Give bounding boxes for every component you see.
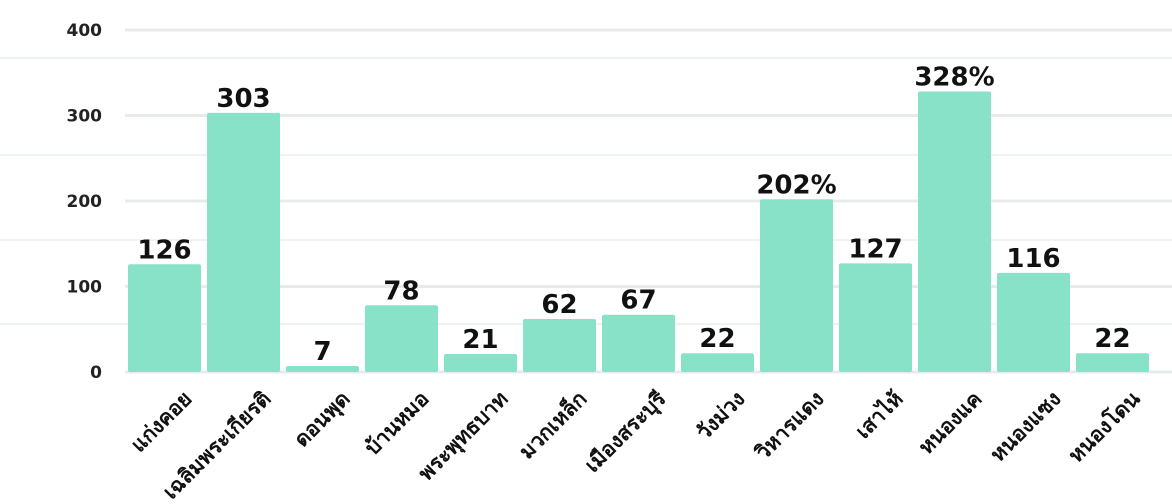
data-label: 78	[383, 276, 419, 306]
bar	[207, 112, 280, 372]
bar	[286, 366, 359, 372]
bar	[365, 305, 438, 372]
bar	[523, 318, 596, 372]
data-label: 202%	[756, 170, 836, 200]
x-tick-label: ดอนพุด	[289, 387, 356, 454]
y-tick-label: 100	[67, 278, 103, 298]
bar	[444, 354, 517, 372]
x-tick-label: เมืองสระบุรี	[580, 386, 672, 478]
bar	[128, 264, 201, 372]
data-label: 126	[137, 235, 191, 265]
bars	[128, 91, 1149, 372]
data-label: 116	[1006, 244, 1060, 274]
bar	[839, 263, 912, 372]
data-label: 22	[1094, 324, 1130, 354]
x-tick-label: บ้านหมอ	[360, 387, 433, 460]
x-tick-label: หนองแค	[914, 387, 987, 460]
data-label: 7	[313, 337, 331, 367]
x-tick-label: วังม่วง	[692, 387, 750, 445]
x-tick-label: มวกเหล็ก	[513, 385, 591, 463]
data-label: 22	[699, 324, 735, 354]
x-tick-label: หนองแซง	[986, 387, 1066, 467]
y-tick-label: 400	[67, 21, 103, 41]
data-labels: 126 303 7 78 21 62 67 22 202% 127 328% 116 22	[137, 63, 1130, 367]
data-label: 328%	[914, 63, 994, 93]
data-label: 21	[462, 325, 498, 355]
bar	[997, 272, 1070, 372]
x-tick-label: วิหารแดง	[750, 387, 829, 466]
bar	[760, 199, 833, 372]
data-label: 127	[848, 234, 902, 264]
data-label: 62	[541, 290, 577, 320]
y-axis-ticks: 0 100 200 300 400	[67, 21, 103, 383]
bar	[918, 91, 991, 372]
x-tick-label: แก่งคอย	[126, 387, 196, 457]
y-tick-label: 200	[67, 192, 103, 212]
y-tick-label: 300	[67, 107, 103, 127]
bar	[602, 314, 675, 372]
data-label: 303	[216, 84, 270, 114]
data-label: 67	[620, 286, 656, 316]
x-tick-label: หนองโดน	[1063, 385, 1145, 467]
bar	[1076, 353, 1149, 372]
bar	[681, 353, 754, 372]
x-tick-label: เสาไห้	[850, 386, 907, 443]
y-tick-label: 0	[90, 363, 102, 383]
